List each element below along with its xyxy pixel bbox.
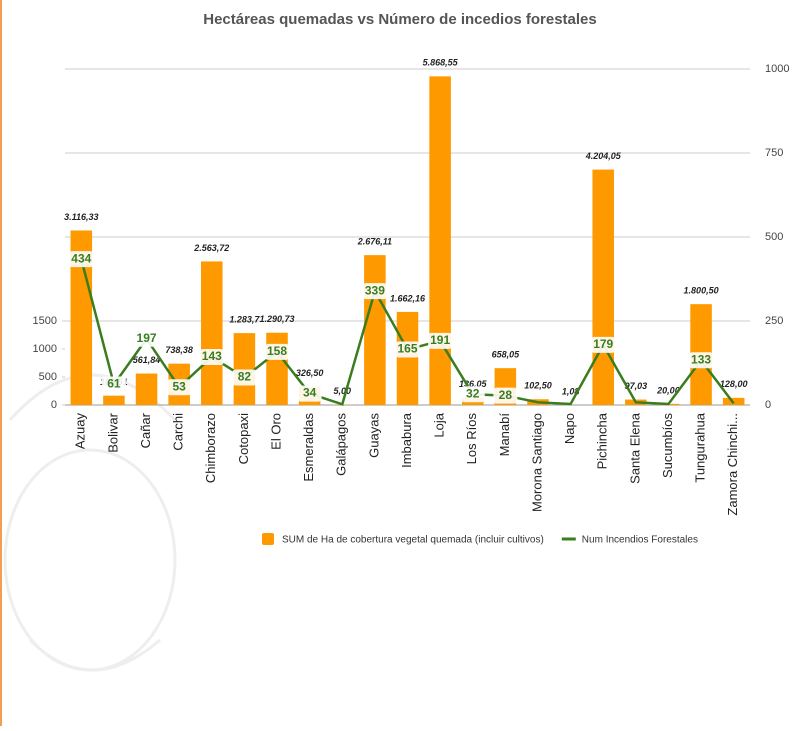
x-tick-label: Santa Elena <box>627 412 642 484</box>
y2-tick-label: 0 <box>765 399 771 411</box>
y-tick-label: 1500 <box>33 315 57 327</box>
x-tick-label: Sucumbíos <box>660 413 675 479</box>
x-tick-label: El Oro <box>268 413 283 450</box>
point-label: 28 <box>499 388 513 402</box>
bar <box>103 396 125 405</box>
x-tick-label: Los Ríos <box>464 413 479 465</box>
point-label: 197 <box>137 331 157 345</box>
x-tick-label: Imbabura <box>399 412 414 468</box>
bar-value-label: 561,84 <box>133 355 161 365</box>
y2-tick-label: 1000 <box>765 63 789 75</box>
chart-title: Hectáreas quemadas vs Número de incedios… <box>203 11 597 28</box>
point-label: 158 <box>267 344 287 358</box>
x-tick-label: Guayas <box>366 413 381 458</box>
bar <box>397 312 419 405</box>
bar-value-label: 102,50 <box>524 381 552 391</box>
bar-value-label: 2.563,72 <box>193 243 229 253</box>
bar-value-label: 5.868,55 <box>423 58 459 68</box>
legend-label: SUM de Ha de cobertura vegetal quemada (… <box>282 535 544 546</box>
point-label: 434 <box>71 251 91 265</box>
bar-value-label: 326,50 <box>296 368 324 378</box>
bar-value-label: 2.676,11 <box>357 237 392 247</box>
bar <box>201 261 223 405</box>
bar-value-label: 128,00 <box>720 379 748 389</box>
y-tick-label: 500 <box>39 371 57 383</box>
x-tick-label: Carchi <box>171 413 186 451</box>
bar-value-label: 1.283,7 <box>229 314 260 324</box>
legend-swatch <box>262 533 274 545</box>
bar-value-label: 738,38 <box>165 345 193 355</box>
point-label: 61 <box>107 377 121 391</box>
x-tick-label: Napo <box>562 413 577 444</box>
chart: Hectáreas quemadas vs Número de incedios… <box>0 0 792 726</box>
x-tick-label: Galápagos <box>334 413 349 476</box>
bar <box>364 255 386 405</box>
point-label: 32 <box>466 386 480 400</box>
bar-value-label: 3.116,33 <box>64 212 98 222</box>
bar <box>136 374 158 405</box>
point-label: 179 <box>593 337 613 351</box>
y-tick-label: 0 <box>51 399 57 411</box>
bar-value-label: 4.204,05 <box>585 151 622 161</box>
point-label: 53 <box>172 379 186 393</box>
x-tick-label: Zamora Chinchi... <box>725 413 740 516</box>
bar-value-label: 1.290,73 <box>260 314 295 324</box>
x-tick-label: Cañar <box>138 412 153 448</box>
x-tick-label: Pichincha <box>595 412 610 469</box>
point-label: 191 <box>430 333 450 347</box>
legend-label: Num Incendios Forestales <box>582 535 698 546</box>
x-tick-label: Chimborazo <box>203 413 218 483</box>
point-label: 339 <box>365 283 385 297</box>
page: Hectáreas quemadas vs Número de incedios… <box>0 0 792 731</box>
x-tick-label: Esmeraldas <box>301 413 316 482</box>
x-tick-label: Manabí <box>497 413 512 457</box>
point-label: 82 <box>238 370 252 384</box>
x-tick-label: Azuay <box>73 413 88 450</box>
y2-tick-label: 250 <box>765 315 783 327</box>
x-tick-label: Morona Santiago <box>529 413 544 512</box>
bar-value-label: 1.662,16 <box>390 293 426 303</box>
point-label: 133 <box>691 352 711 366</box>
y-tick-label: 1000 <box>33 343 57 355</box>
bar-value-label: 5,00 <box>333 386 351 396</box>
point-label: 165 <box>397 342 417 356</box>
x-tick-label: Bolivar <box>105 412 120 452</box>
bar <box>592 170 614 405</box>
y2-tick-label: 500 <box>765 231 783 243</box>
y2-tick-label: 750 <box>765 147 783 159</box>
x-tick-label: Cotopaxi <box>236 413 251 464</box>
bar-value-label: 658,05 <box>492 350 521 360</box>
bar-value-label: 1.800,50 <box>684 286 719 296</box>
point-label: 143 <box>202 349 222 363</box>
point-label: 34 <box>303 386 317 400</box>
x-tick-label: Loja <box>432 412 447 437</box>
x-tick-label: Tungurahua <box>693 412 708 482</box>
bar <box>429 76 451 405</box>
